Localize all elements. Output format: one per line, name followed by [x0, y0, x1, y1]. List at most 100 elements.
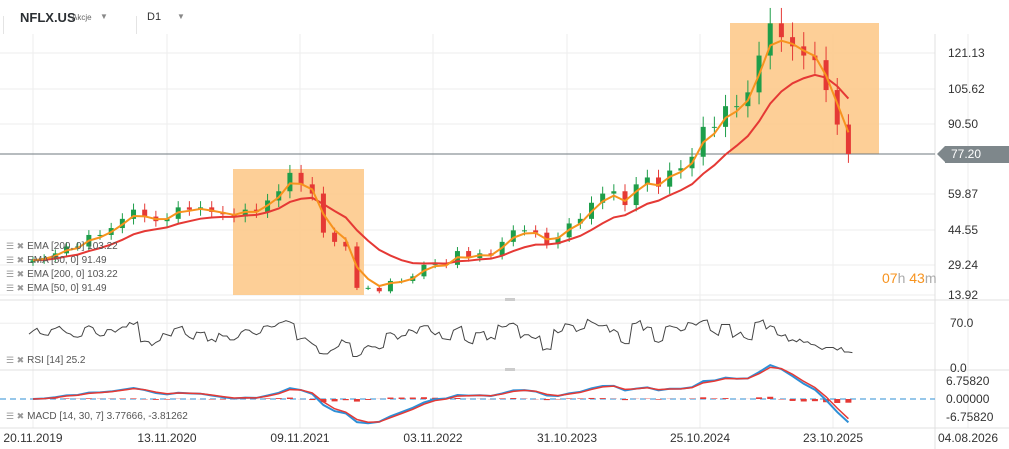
price-tick-label: 29.24 [948, 258, 978, 272]
macd-histogram-bar [700, 397, 707, 399]
macd-histogram-bar [331, 399, 338, 402]
legend-text: MACD [14, 30, 7] 3.77666, -3.81262 [27, 411, 188, 422]
price-tick-label: 44.55 [948, 223, 978, 237]
macd-histogram-bar [365, 399, 372, 400]
macd-histogram-bar [588, 397, 595, 399]
candle [343, 241, 349, 247]
candle [711, 126, 717, 128]
macd-histogram-bar [622, 399, 629, 401]
macd-histogram-bar [320, 399, 327, 403]
instrument-type: Akcje [72, 13, 92, 22]
candle [376, 287, 382, 292]
macd-histogram-bar [130, 398, 137, 399]
macd-histogram-bar [767, 396, 774, 399]
legend-ema200: ☰ ✖ EMA [200, 0] 103.22 [6, 241, 118, 252]
rsi-tick-label: 70.0 [950, 316, 974, 330]
macd-histogram-bar [800, 399, 807, 402]
current-price-label: 77.20 [937, 146, 1009, 163]
divider [136, 16, 137, 34]
candle [644, 177, 650, 185]
candle [555, 237, 561, 245]
legend-ema50: ☰ ✖ EMA [50, 0] 91.49 [6, 255, 107, 266]
symbol-dropdown-icon[interactable]: ▼ [100, 12, 108, 21]
settings-icon[interactable]: ☰ ✖ [6, 283, 25, 293]
macd-signal-line [32, 366, 849, 424]
symbol-label[interactable]: NFLX.US [20, 10, 76, 25]
legend-ema200: ☰ ✖ EMA [200, 0] 103.22 [6, 269, 118, 280]
highlight-box [730, 23, 879, 154]
macd-histogram-bar [264, 398, 271, 399]
settings-icon[interactable]: ☰ ✖ [6, 355, 25, 365]
macd-histogram-bar [219, 399, 226, 400]
rsi-tick-label: 0.0 [950, 361, 967, 375]
macd-histogram-bar [119, 398, 126, 399]
macd-histogram-bar [309, 399, 316, 401]
macd-histogram-bar [599, 398, 606, 399]
date-tick-label: 23.10.2025 [803, 431, 863, 445]
candle [678, 168, 684, 171]
macd-histogram-bar [454, 397, 461, 399]
date-tick-label: 13.11.2020 [137, 431, 196, 445]
panel-resize-handle[interactable] [505, 368, 515, 371]
macd-histogram-bar [566, 398, 573, 399]
settings-icon[interactable]: ☰ ✖ [6, 269, 25, 279]
candle [767, 23, 773, 56]
price-tick-label: 90.50 [948, 117, 978, 131]
price-tick-label: 105.62 [948, 82, 985, 96]
chart-header: NFLX.US Akcje ▼ D1 ▼ [0, 0, 1009, 34]
macd-tick-label: -6.75820 [946, 410, 994, 424]
candle-countdown: 07h 43m [882, 270, 937, 286]
candle [131, 209, 137, 219]
macd-histogram-bar [152, 399, 159, 400]
candle [164, 218, 170, 222]
price-tick-label: 59.87 [948, 187, 978, 201]
candle [186, 207, 192, 210]
candle [790, 37, 796, 47]
candle [600, 193, 606, 203]
candle [97, 234, 103, 236]
macd-tick-label: 0.00000 [946, 392, 990, 406]
macd-histogram-bar [85, 398, 92, 399]
candle [723, 106, 729, 127]
macd-histogram-bar [845, 399, 852, 403]
ema200-line [32, 73, 850, 265]
macd-histogram-bar [164, 399, 171, 400]
candle [466, 251, 472, 258]
macd-histogram-bar [577, 398, 584, 399]
legend-text: EMA [200, 0] 103.22 [27, 241, 118, 252]
highlight-box [233, 169, 364, 295]
legend-ema50: ☰ ✖ EMA [50, 0] 91.49 [6, 283, 107, 294]
macd-histogram-bar [722, 398, 729, 399]
candle [75, 246, 81, 248]
candle [734, 106, 740, 108]
timeframe-dropdown-icon[interactable]: ▼ [177, 12, 185, 21]
macd-histogram-bar [756, 397, 763, 399]
macd-histogram-bar [353, 399, 360, 402]
candle [577, 218, 583, 224]
date-tick-label: 31.10.2023 [537, 431, 597, 445]
panel-resize-handle[interactable] [505, 298, 515, 301]
candle [834, 90, 840, 125]
candle [287, 172, 293, 192]
macd-histogram-bar [409, 397, 416, 399]
legend-text: EMA [50, 0] 91.49 [27, 283, 107, 294]
settings-icon[interactable]: ☰ ✖ [6, 241, 25, 251]
divider [3, 16, 4, 34]
macd-histogram-bar [63, 398, 70, 399]
candle [667, 170, 673, 187]
macd-histogram-bar [275, 398, 282, 399]
macd-histogram-bar [387, 397, 394, 399]
date-tick-label: 04.08.2026 [938, 431, 998, 445]
rsi-line [28, 318, 853, 357]
legend-rsi: ☰ ✖ RSI [14] 25.2 [6, 355, 86, 366]
settings-icon[interactable]: ☰ ✖ [6, 255, 25, 265]
candle [298, 172, 304, 185]
candle [30, 260, 36, 263]
macd-histogram-bar [834, 399, 841, 403]
date-tick-label: 03.11.2022 [403, 431, 462, 445]
macd-histogram-bar [510, 398, 517, 399]
timeframe-selector[interactable]: D1 [147, 11, 162, 23]
settings-icon[interactable]: ☰ ✖ [6, 411, 25, 421]
